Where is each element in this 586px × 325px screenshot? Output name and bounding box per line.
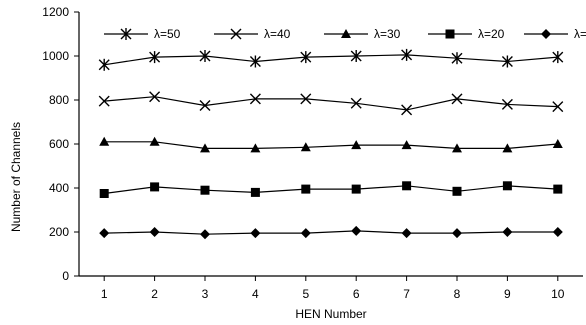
data-point: [452, 228, 462, 239]
data-point: [552, 227, 563, 237]
y-axis-ticks: 0 200 400 600 800 1000 1200: [42, 5, 79, 283]
legend-label: λ=30: [374, 27, 401, 41]
series-line: [104, 54, 558, 66]
data-point: [98, 58, 110, 71]
data-point: [199, 50, 211, 62]
data-point: [149, 136, 160, 146]
data-point: [552, 139, 563, 148]
legend-entry: λ=20: [428, 27, 505, 41]
series-line: [104, 230, 558, 235]
data-point: [351, 184, 361, 194]
data-point: [250, 187, 260, 197]
series-line: [104, 96, 558, 111]
data-point: [452, 143, 462, 153]
x-axis-title: HEN Number: [295, 307, 366, 321]
series-4: [99, 181, 563, 198]
x-tick-label: 3: [202, 287, 209, 301]
data-point: [402, 181, 412, 191]
y-tick-label: 1000: [42, 49, 69, 63]
data-point: [149, 227, 160, 237]
data-point: [249, 93, 261, 105]
data-point: [200, 229, 210, 240]
data-point: [200, 143, 210, 153]
y-tick-label: 600: [49, 137, 69, 151]
data-point: [99, 189, 109, 198]
legend-label: λ=20: [478, 27, 505, 41]
data-point: [451, 93, 463, 105]
legend-label: λ=10: [574, 27, 586, 41]
data-point: [300, 93, 312, 105]
x-tick-label: 1: [101, 287, 108, 301]
y-tick-label: 400: [49, 181, 69, 195]
data-point: [301, 184, 311, 194]
legend-entry: λ=10: [524, 27, 586, 41]
x-tick-label: 8: [454, 287, 461, 301]
x-axis-ticks: 1 2 3 4 5 6 7 8 9 10: [101, 276, 565, 301]
series-1: [98, 48, 564, 71]
x-tick-label: 6: [353, 287, 360, 301]
data-point: [350, 97, 362, 109]
y-axis-title: Number of Channels: [9, 122, 23, 232]
legend-entry: λ=50: [104, 27, 181, 41]
data-point: [149, 91, 161, 103]
legend-marker: [341, 29, 351, 38]
legend-entry: λ=40: [214, 27, 291, 41]
data-point: [502, 143, 513, 153]
data-point: [350, 50, 362, 62]
legend-marker: [230, 28, 242, 40]
data-point: [451, 52, 463, 65]
legend-entry: λ=30: [324, 27, 401, 41]
series-line: [104, 141, 558, 149]
x-tick-label: 4: [252, 287, 259, 301]
data-point: [200, 185, 210, 195]
data-point: [351, 140, 362, 150]
data-point: [401, 48, 413, 61]
data-point: [452, 186, 462, 196]
data-point: [300, 51, 312, 64]
legend-marker: [445, 29, 455, 39]
data-point: [351, 225, 362, 236]
data-point: [150, 182, 160, 192]
data-point: [552, 101, 564, 113]
data-point: [199, 100, 211, 111]
y-tick-label: 200: [49, 225, 69, 239]
y-tick-label: 1200: [42, 5, 69, 19]
data-point: [502, 227, 513, 237]
data-point: [553, 184, 563, 194]
data-point: [250, 143, 261, 153]
series-5: [99, 225, 563, 240]
data-point: [99, 136, 110, 146]
x-tick-label: 9: [504, 287, 511, 301]
x-tick-label: 5: [302, 287, 309, 301]
series-line: [104, 185, 558, 195]
data-point: [149, 51, 161, 64]
data-point: [300, 228, 311, 239]
data-point: [98, 95, 110, 107]
legend-marker: [120, 28, 132, 40]
data-point: [250, 228, 261, 239]
y-tick-label: 0: [62, 269, 69, 283]
x-tick-label: 7: [403, 287, 410, 301]
data-point: [300, 142, 311, 152]
data-point: [401, 104, 413, 116]
series-layer: [98, 48, 564, 240]
data-point: [501, 55, 513, 68]
x-tick-label: 10: [551, 287, 565, 301]
series-2: [98, 91, 564, 116]
data-point: [249, 55, 261, 68]
data-point: [99, 228, 110, 239]
legend: λ=50 λ=40 λ=30 λ=20 λ=10: [104, 27, 586, 41]
legend-marker: [541, 29, 551, 39]
legend-label: λ=40: [264, 27, 291, 41]
data-point: [502, 181, 512, 191]
series-3: [99, 136, 563, 153]
x-tick-label: 2: [151, 287, 158, 301]
legend-label: λ=50: [154, 27, 181, 41]
data-point: [552, 51, 564, 64]
data-point: [501, 98, 513, 110]
y-tick-label: 800: [49, 93, 69, 107]
data-point: [401, 228, 412, 239]
data-point: [401, 140, 412, 150]
